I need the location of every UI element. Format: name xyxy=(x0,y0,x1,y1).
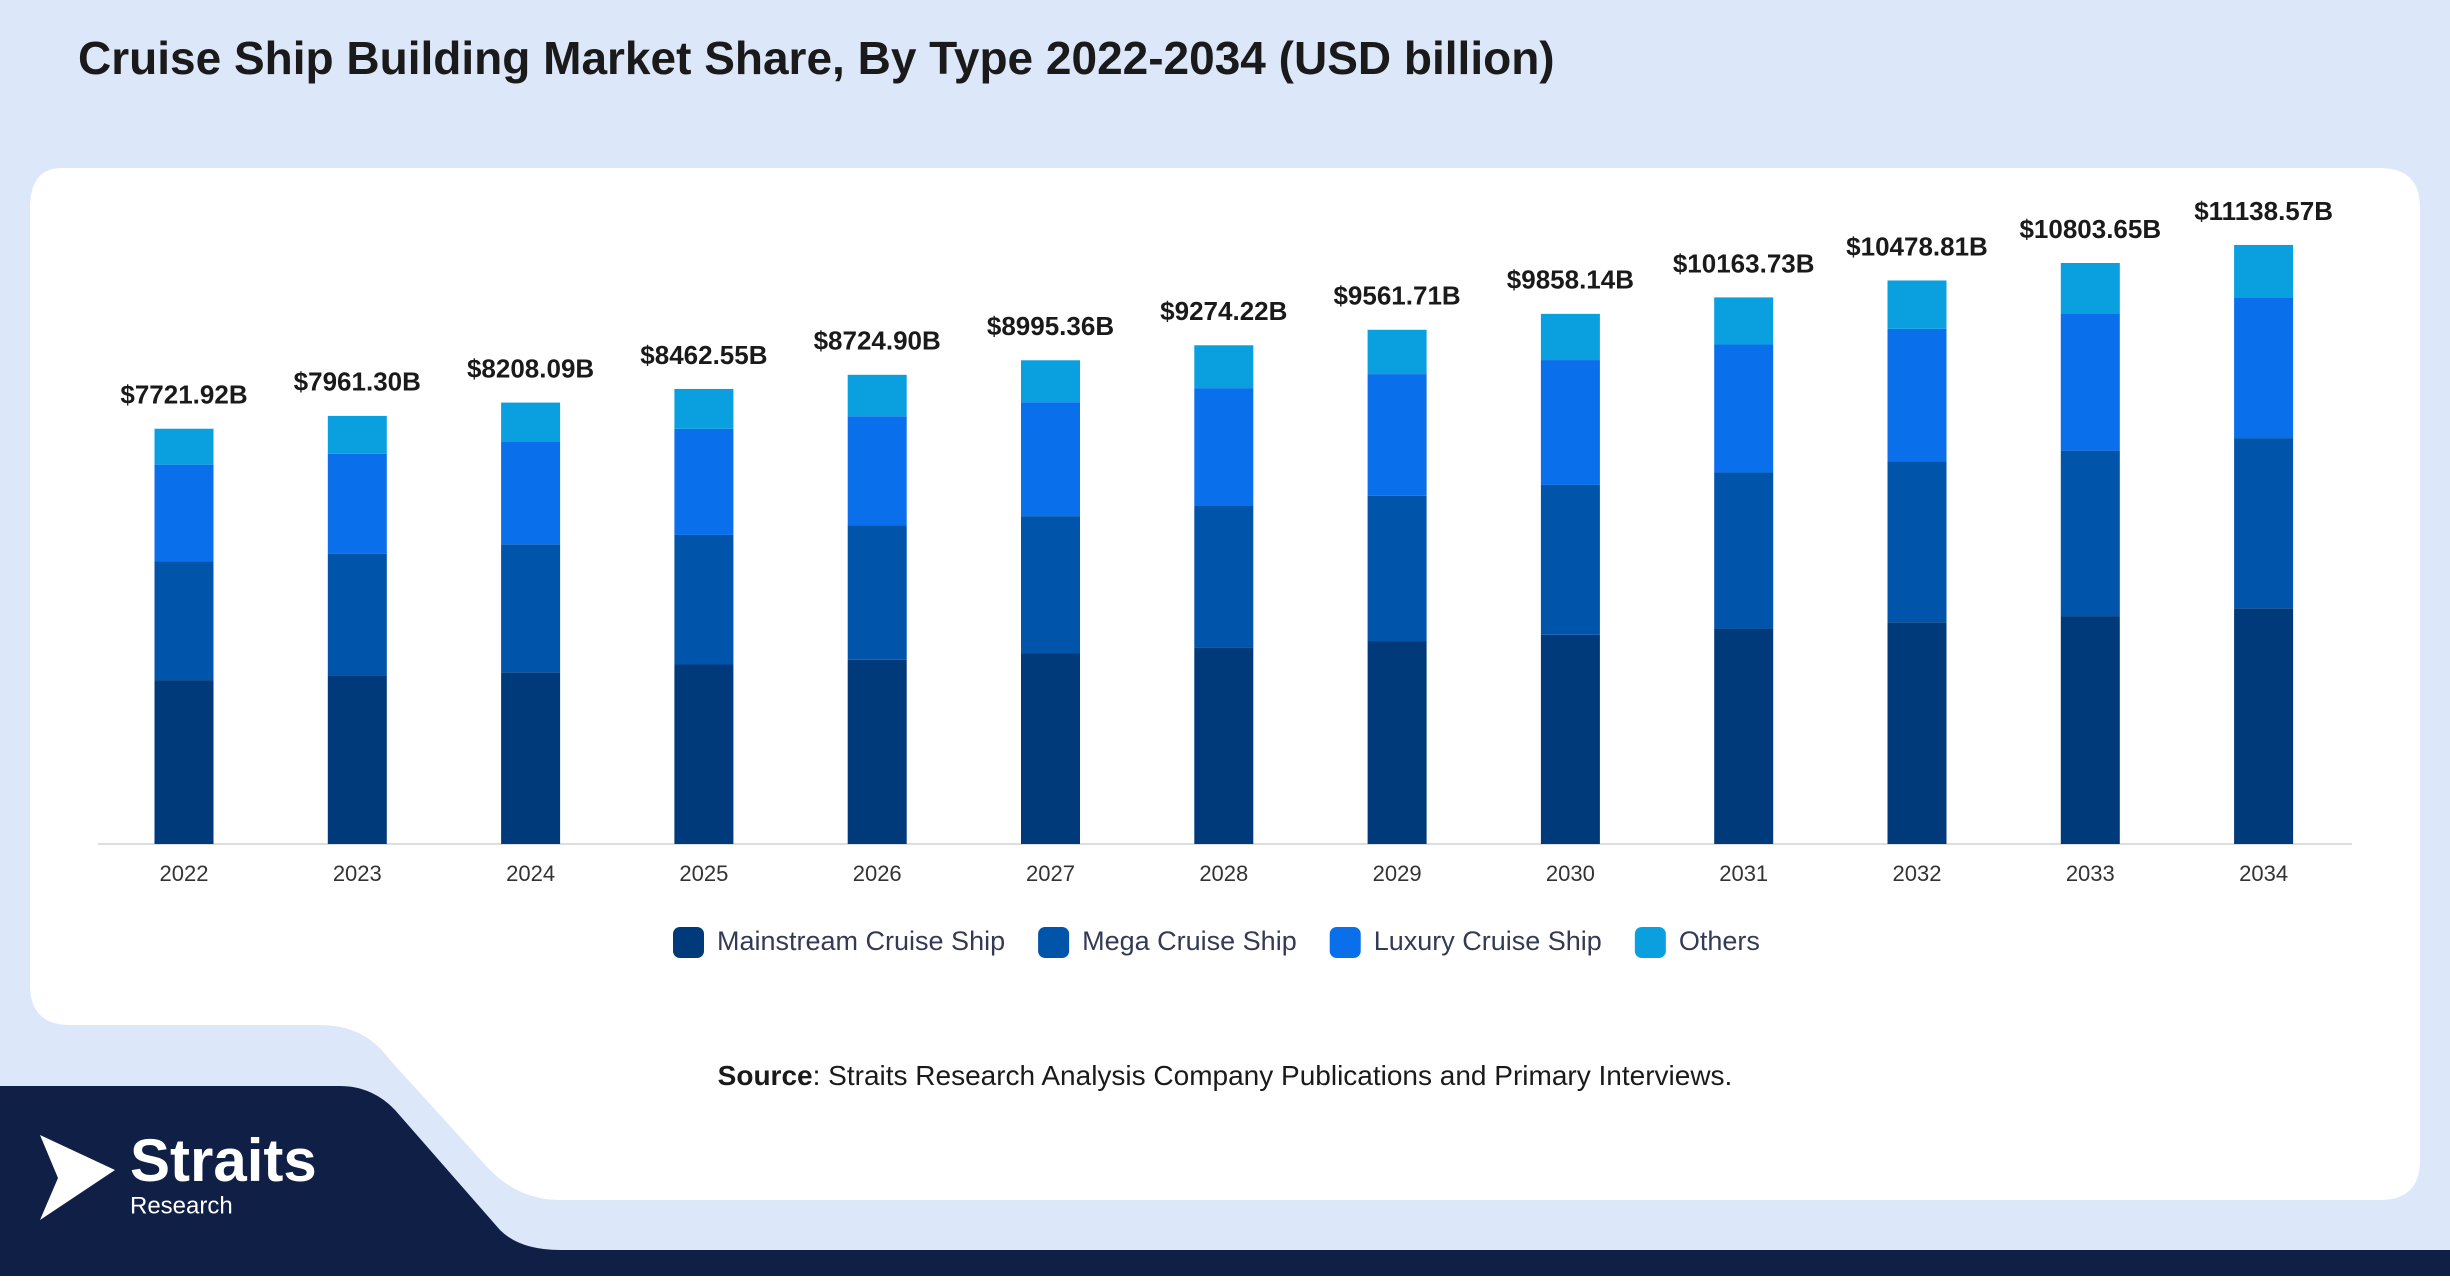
x-tick-label: 2024 xyxy=(506,861,555,886)
total-label: $11138.57B xyxy=(2194,196,2333,226)
bar-segment xyxy=(501,402,561,442)
total-label: $8724.90B xyxy=(814,326,941,356)
bar-segment xyxy=(2060,450,2120,617)
total-label: $9561.71B xyxy=(1333,281,1460,311)
bar-segment xyxy=(847,374,907,417)
bar-segment xyxy=(1887,328,1947,462)
bar-segment xyxy=(1194,345,1254,389)
total-label: $8995.36B xyxy=(987,311,1114,341)
bar-segment xyxy=(2060,616,2120,844)
bar-segment xyxy=(1021,516,1080,654)
x-tick-label: 2028 xyxy=(1199,861,1248,886)
bar-segment xyxy=(1021,402,1080,517)
total-label: $8462.55B xyxy=(640,340,767,370)
bar-segment xyxy=(674,428,734,535)
legend-swatch xyxy=(1329,927,1361,958)
source-text: : Straits Research Analysis Company Publ… xyxy=(813,1060,1733,1091)
bar-segment xyxy=(501,441,561,545)
total-label: $10478.81B xyxy=(1846,231,1988,261)
bar-segment xyxy=(1887,622,1947,844)
bar-segment xyxy=(1021,360,1080,403)
legend-label: Luxury Cruise Ship xyxy=(1374,926,1602,956)
source-label: Source xyxy=(718,1060,813,1091)
bar-segment xyxy=(2060,313,2120,451)
legend-swatch xyxy=(1038,927,1070,958)
bar-segment xyxy=(1540,634,1600,844)
total-label: $8208.09B xyxy=(467,353,594,383)
bar-segment xyxy=(2234,297,2294,439)
total-label: $10163.73B xyxy=(1673,248,1815,278)
bar-segment xyxy=(847,525,907,660)
x-tick-label: 2026 xyxy=(853,861,902,886)
bar-segment xyxy=(1194,505,1254,648)
bar-segment xyxy=(1714,297,1774,345)
bar-segment xyxy=(1540,360,1600,485)
bar-segment xyxy=(1367,374,1427,496)
legend-swatch xyxy=(673,927,704,958)
bar-segment xyxy=(1367,641,1427,844)
x-tick-label: 2031 xyxy=(1719,861,1768,886)
total-label: $9858.14B xyxy=(1507,265,1634,295)
bar-segment xyxy=(2060,262,2120,314)
logo-name: Straits xyxy=(130,1127,317,1194)
bar-segment xyxy=(327,415,387,454)
legend-label: Mainstream Cruise Ship xyxy=(717,926,1005,956)
bar-segment xyxy=(501,672,561,844)
x-tick-label: 2033 xyxy=(2066,861,2115,886)
x-tick-label: 2034 xyxy=(2239,861,2288,886)
bar-segment xyxy=(501,544,561,673)
x-tick-label: 2025 xyxy=(679,861,728,886)
bar-segment xyxy=(327,675,387,844)
bar-segment xyxy=(1021,653,1080,844)
bar-segment xyxy=(154,680,214,844)
total-label: $7961.30B xyxy=(294,367,421,397)
bar-segment xyxy=(1540,313,1600,361)
logo-sub: Research xyxy=(130,1192,233,1219)
x-tick-label: 2032 xyxy=(1893,861,1942,886)
legend-swatch xyxy=(1634,927,1666,958)
legend-label: Mega Cruise Ship xyxy=(1082,926,1297,956)
bar-segment xyxy=(674,388,734,429)
legend-label: Others xyxy=(1679,926,1760,956)
x-tick-label: 2022 xyxy=(160,861,209,886)
bar-segment xyxy=(327,453,387,554)
bar-segment xyxy=(847,416,907,526)
x-tick-label: 2030 xyxy=(1546,861,1595,886)
bar-segment xyxy=(154,428,214,465)
x-tick-label: 2027 xyxy=(1026,861,1075,886)
total-label: $10803.65B xyxy=(2019,214,2161,244)
bar-segment xyxy=(1194,647,1254,844)
bar-segment xyxy=(847,659,907,844)
bar-segment xyxy=(1887,461,1947,623)
bar-segment xyxy=(2234,608,2294,844)
bar-segment xyxy=(1714,628,1774,844)
bar-segment xyxy=(154,561,214,681)
bar-segment xyxy=(1540,484,1600,635)
footer-band xyxy=(0,1086,2450,1276)
bar-segment xyxy=(1367,329,1427,375)
bar-segment xyxy=(1194,388,1254,506)
bar-segment xyxy=(154,464,214,562)
bar-segment xyxy=(1887,280,1947,329)
total-label: $7721.92B xyxy=(120,380,247,410)
bar-segment xyxy=(674,534,734,665)
bar-segment xyxy=(1714,472,1774,629)
bar-segment xyxy=(1714,344,1774,473)
source: Source: Straits Research Analysis Compan… xyxy=(718,1060,1733,1091)
bar-segment xyxy=(327,553,387,676)
bar-segment xyxy=(674,664,734,844)
bar-segment xyxy=(1367,495,1427,642)
x-tick-label: 2029 xyxy=(1373,861,1422,886)
bar-segment xyxy=(2234,438,2294,609)
bar-segment xyxy=(2234,244,2294,298)
chart-title: Cruise Ship Building Market Share, By Ty… xyxy=(78,32,1555,84)
logo-icon xyxy=(40,1135,115,1220)
total-label: $9274.22B xyxy=(1160,296,1287,326)
x-tick-label: 2023 xyxy=(333,861,382,886)
